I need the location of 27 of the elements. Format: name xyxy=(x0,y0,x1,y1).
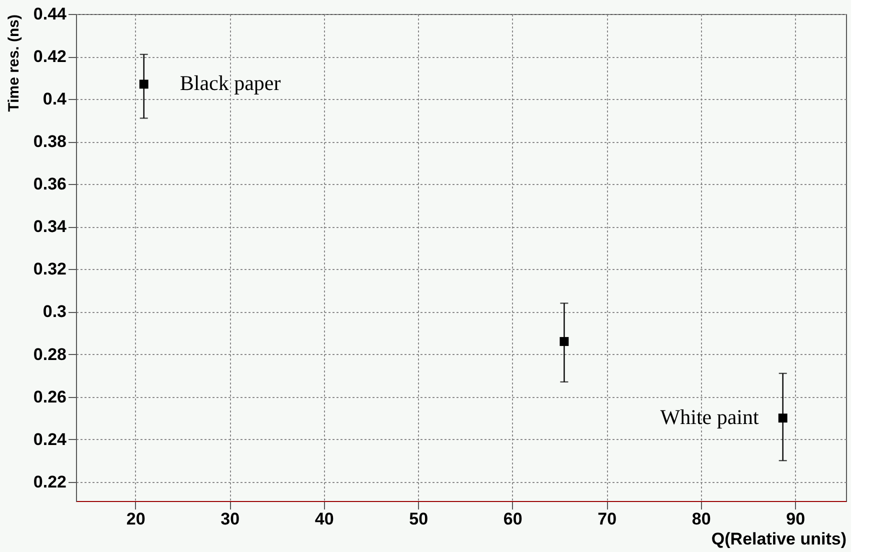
y-tick-label: 0.38 xyxy=(33,132,66,152)
x-tick-label: 30 xyxy=(220,510,240,528)
y-tick-label: 0.24 xyxy=(33,430,68,449)
y-tick-label: 0.34 xyxy=(33,217,68,236)
annotation: Black paper xyxy=(180,71,281,96)
x-tick-label: 40 xyxy=(314,510,334,528)
x-tick-label: 80 xyxy=(692,510,711,528)
x-axis-title: Q(Relative units) xyxy=(711,530,846,548)
y-tick-label: 0.4 xyxy=(42,90,68,109)
x-tick-label: 50 xyxy=(409,510,428,528)
y-tick-label: 0.32 xyxy=(33,260,66,279)
point xyxy=(560,337,569,346)
point xyxy=(778,414,788,423)
x-tick-label: 60 xyxy=(503,510,522,528)
annotation: White paint xyxy=(660,405,760,430)
y-tick-label: 0.28 xyxy=(33,344,66,364)
x-tick-label: 70 xyxy=(598,510,617,528)
point xyxy=(139,80,148,89)
x-tick-label: 20 xyxy=(126,510,146,528)
y-tick-label: 0.36 xyxy=(33,174,66,194)
x-tick-label: 90 xyxy=(786,510,806,528)
y-tick-label: 0.42 xyxy=(33,47,66,66)
y-tick-label: 0.26 xyxy=(33,387,66,406)
y-tick-label: 0.3 xyxy=(42,302,66,322)
y-tick-label: 0.22 xyxy=(33,472,66,492)
y-axis-title: Time res. (ns) xyxy=(5,14,22,112)
y-tick-label: 0.44 xyxy=(33,4,68,24)
